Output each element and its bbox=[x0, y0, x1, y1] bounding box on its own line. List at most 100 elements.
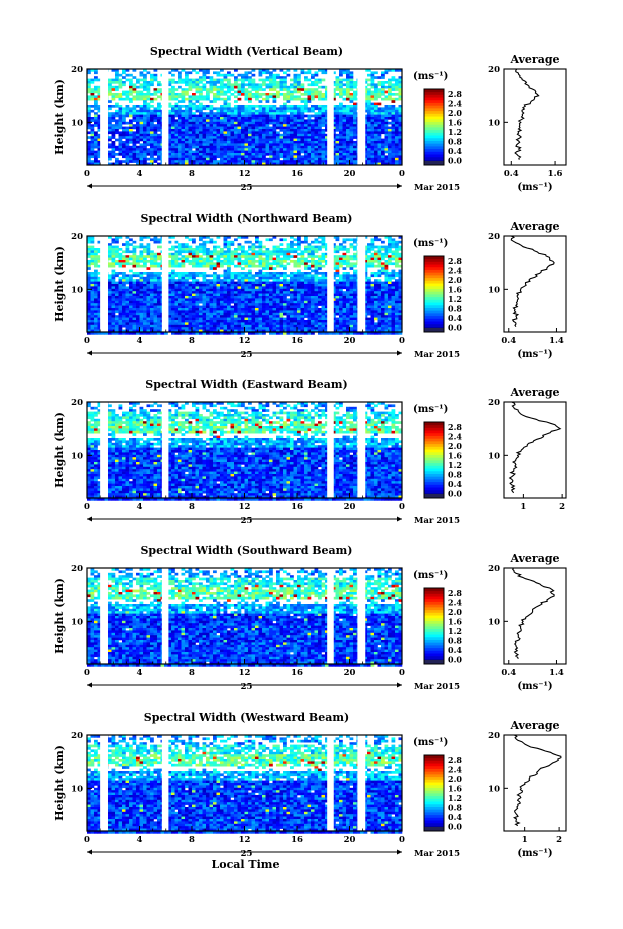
colorbar-step bbox=[424, 310, 444, 313]
colorbar-base bbox=[424, 660, 444, 664]
data-gap-4 bbox=[357, 69, 365, 165]
x-tick-label: 20 bbox=[344, 835, 356, 845]
colorbar-step bbox=[424, 316, 444, 319]
colorbar-step bbox=[424, 476, 444, 479]
data-gap-2 bbox=[162, 236, 169, 332]
colorbar-step bbox=[424, 291, 444, 294]
x-tick-label: 20 bbox=[344, 668, 356, 678]
y-tick-label: 10 bbox=[71, 285, 83, 295]
x-tick-label: 0 bbox=[399, 169, 405, 179]
day-axis-arrow-left bbox=[87, 351, 92, 356]
colorbar-step bbox=[424, 151, 444, 154]
colorbar-step bbox=[424, 105, 444, 108]
data-gap-1 bbox=[100, 402, 108, 498]
colorbar-step bbox=[424, 116, 444, 119]
colorbar-step bbox=[424, 275, 444, 278]
colorbar-step bbox=[424, 648, 444, 651]
day-axis-arrow-left bbox=[87, 683, 92, 688]
colorbar-step bbox=[424, 324, 444, 327]
date-label: Mar 2015 bbox=[414, 849, 460, 859]
colorbar-step bbox=[424, 823, 444, 826]
colorbar-unit: (ms⁻¹) bbox=[413, 570, 448, 581]
colorbar-tick-label: 0.0 bbox=[448, 155, 462, 165]
y-tick-label: 20 bbox=[71, 232, 83, 242]
profile-y-tick-label: 10 bbox=[488, 285, 500, 295]
x-tick-label: 8 bbox=[189, 668, 195, 678]
data-gap-4 bbox=[357, 236, 365, 332]
x-axis-label: Local Time bbox=[212, 858, 280, 871]
colorbar-tick-label: 2.0 bbox=[448, 774, 462, 784]
profile-y-tick-label: 10 bbox=[488, 118, 500, 128]
colorbar-step bbox=[424, 779, 444, 782]
colorbar-step bbox=[424, 623, 444, 626]
y-axis-label: Height (km) bbox=[53, 79, 66, 155]
colorbar-step bbox=[424, 433, 444, 436]
colorbar-step bbox=[424, 436, 444, 439]
y-tick-label: 10 bbox=[71, 451, 83, 461]
x-tick-label: 12 bbox=[239, 502, 251, 512]
x-tick-label: 20 bbox=[344, 169, 356, 179]
colorbar-step bbox=[424, 490, 444, 493]
x-tick-label: 20 bbox=[344, 502, 356, 512]
colorbar-base bbox=[424, 494, 444, 498]
colorbar-step bbox=[424, 313, 444, 316]
profile-x-axis-label: (ms⁻¹) bbox=[517, 182, 552, 193]
colorbar-step bbox=[424, 468, 444, 471]
profile-x-tick-label: 1.4 bbox=[549, 336, 564, 346]
colorbar-step bbox=[424, 100, 444, 103]
colorbar-step bbox=[424, 278, 444, 281]
x-tick-label: 4 bbox=[137, 169, 143, 179]
x-tick-label: 4 bbox=[137, 668, 143, 678]
x-tick-label: 0 bbox=[399, 668, 405, 678]
colorbar-step bbox=[424, 774, 444, 777]
colorbar-4: (ms⁻¹)0.00.40.81.21.62.02.42.8 bbox=[413, 570, 462, 664]
x-tick-label: 8 bbox=[189, 169, 195, 179]
colorbar-step bbox=[424, 444, 444, 447]
colorbar-tick-label: 1.6 bbox=[448, 616, 462, 626]
colorbar-step bbox=[424, 763, 444, 766]
colorbar-step bbox=[424, 798, 444, 801]
colorbar-step bbox=[424, 607, 444, 610]
data-gap-2 bbox=[162, 69, 169, 165]
colorbar-step bbox=[424, 471, 444, 474]
data-gap-4 bbox=[357, 735, 365, 831]
colorbar-tick-label: 0.0 bbox=[448, 654, 462, 664]
y-tick-label: 10 bbox=[71, 118, 83, 128]
colorbar-step bbox=[424, 771, 444, 774]
profile-x-tick-label: 1.6 bbox=[548, 169, 563, 179]
colorbar-step bbox=[424, 626, 444, 629]
colorbar-step bbox=[424, 143, 444, 146]
profile-frame bbox=[504, 69, 566, 165]
profile-x-tick-label: 2 bbox=[556, 835, 562, 845]
date-label: Mar 2015 bbox=[414, 350, 460, 360]
colorbar-tick-label: 1.2 bbox=[448, 793, 462, 803]
colorbar-step bbox=[424, 629, 444, 632]
x-tick-label: 16 bbox=[291, 169, 303, 179]
colorbar-step bbox=[424, 758, 444, 761]
y-tick-label: 20 bbox=[71, 65, 83, 75]
colorbar-3: (ms⁻¹)0.00.40.81.21.62.02.42.8 bbox=[413, 404, 462, 498]
day-axis-arrow-left bbox=[87, 184, 92, 189]
y-axis-label: Height (km) bbox=[53, 412, 66, 488]
colorbar-step bbox=[424, 119, 444, 122]
colorbar-step bbox=[424, 132, 444, 135]
data-gap-2 bbox=[162, 568, 169, 664]
x-tick-label: 0 bbox=[399, 835, 405, 845]
colorbar-5: (ms⁻¹)0.00.40.81.21.62.02.42.8 bbox=[413, 737, 462, 831]
colorbar-step bbox=[424, 769, 444, 772]
profile-y-tick-label: 20 bbox=[488, 232, 500, 242]
colorbar-step bbox=[424, 286, 444, 289]
day-label: 25 bbox=[241, 183, 253, 193]
colorbar-tick-label: 0.4 bbox=[448, 479, 462, 489]
colorbar-step bbox=[424, 650, 444, 653]
date-label: Mar 2015 bbox=[414, 516, 460, 526]
profile-x-tick-label: 1.4 bbox=[549, 668, 564, 678]
colorbar-tick-label: 2.4 bbox=[448, 265, 462, 275]
y-axis-label: Height (km) bbox=[53, 745, 66, 821]
colorbar-tick-label: 0.8 bbox=[448, 136, 462, 146]
heatmap-cells bbox=[87, 69, 402, 165]
